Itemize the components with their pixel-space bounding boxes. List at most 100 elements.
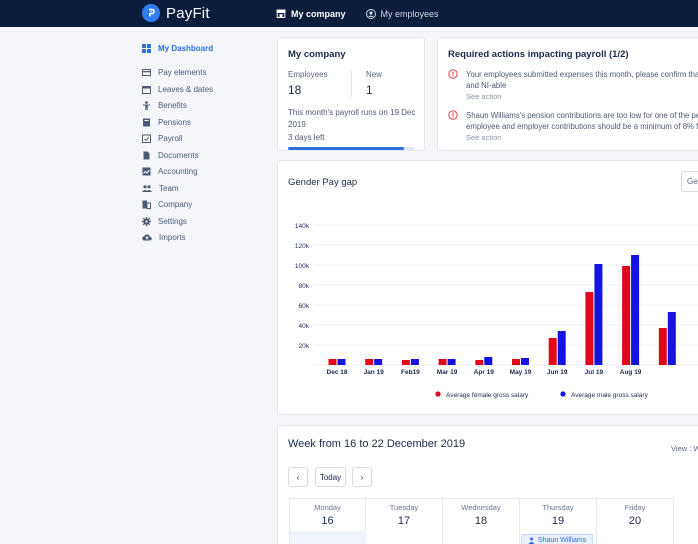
document-icon [143,151,150,160]
calendar-event[interactable]: Shaun Williams [521,534,594,544]
payfit-logo[interactable]: PayFit [142,4,210,22]
sidebar-item-label: My Dashboard [158,43,214,53]
sidebar-item-company[interactable]: Company [142,197,272,214]
legend-label: Average female gross salary [446,392,529,399]
sidebar-item-payroll[interactable]: Payroll [142,131,272,148]
chart-bar [512,359,520,365]
my-company-title: My company [288,49,346,60]
employees-stat: Employees 18 [288,70,351,97]
payroll-progress-fill [288,147,404,150]
nav-my-company[interactable]: My company [276,9,346,19]
sidebar-item-pay-elements[interactable]: Pay elements [142,65,272,82]
day-column[interactable]: Tuesday 17 [366,498,443,544]
chart-bar [365,359,374,365]
alert-icon [448,110,458,120]
y-tick-label: 140k [295,223,310,230]
day-number: 17 [397,515,411,527]
app-name: PayFit [166,4,210,22]
payroll-run-text: This month's payroll runs on 19 Dec 2019 [288,108,416,129]
y-tick-label: 20k [299,343,310,350]
week-days: Monday 16 Tuesday 17 Wednesday 18 Thursd… [289,498,674,544]
sidebar-item-benefits[interactable]: Benefits [142,98,272,115]
day-number: 19 [551,515,565,527]
user-icon [528,537,535,544]
next-week-button[interactable]: › [352,467,372,487]
employees-value: 18 [288,83,302,97]
gender-pay-gap-title: Gender Pay gap [288,177,358,188]
day-name: Wednesday [461,503,501,512]
sidebar-item-team[interactable]: Team [142,180,272,197]
x-tick-label: Aug 19 [620,369,642,376]
chart-bar [447,359,456,365]
chart-bar [585,292,594,365]
sidebar-item-leaves[interactable]: Leaves & dates [142,81,272,98]
chart-bar [622,266,631,365]
chart-bar [410,359,419,365]
view-selector[interactable]: View : W [671,444,698,453]
calendar-icon [142,85,151,94]
sidebar-item-dashboard[interactable]: My Dashboard [142,40,272,57]
day-name: Monday [314,503,341,512]
day-number: 18 [474,515,488,527]
action-item: Shaun Williams's pension contributions a… [448,110,698,142]
sidebar-item-imports[interactable]: Imports [142,230,272,247]
gender-pay-gap-chart: 20k 40k 60k 80k 100k 120k 140k Dec 18 Jan 19 Feb1… [295,223,698,399]
payfit-logo-icon [142,4,160,22]
sidebar-item-accounting[interactable]: Accounting [142,164,272,181]
see-action-link[interactable]: See action [466,133,502,142]
today-button[interactable]: Today [315,467,346,487]
event-label: Shaun Williams [538,536,587,544]
week-title: Week from 16 to 22 December 2019 [288,438,466,450]
chart-bar [548,338,557,365]
nav-my-employees[interactable]: My employees [365,8,439,19]
action-text: and NI-able [466,81,507,90]
action-item: Your employees submitted expenses this m… [448,69,698,101]
sidebar-item-label: Accounting [158,167,198,177]
day-column[interactable]: Wednesday 18 [443,498,520,544]
day-name: Tuesday [389,503,419,512]
day-column[interactable]: Thursday 19 [520,498,597,544]
sidebar-item-label: Settings [158,216,187,226]
see-action-link[interactable]: See action [466,92,502,101]
required-actions-card: Required actions impacting payroll (1/2)… [437,37,698,151]
sidebar-item-label: Pay elements [158,68,207,78]
day-number: 20 [628,515,642,527]
legend-marker [560,391,566,397]
days-left-text: 3 days left [288,133,325,142]
gender-select[interactable]: Gen [681,171,698,192]
y-tick-label: 80k [299,283,310,290]
chart-bar [667,312,676,365]
card-icon [142,69,151,77]
week-calendar-card: Week from 16 to 22 December 2019 View : … [277,425,698,544]
company-stats: Employees 18 New 1 [288,70,414,97]
new-value: 1 [366,83,373,97]
payroll-icon [142,134,151,144]
prev-week-button[interactable]: ‹ [288,467,308,487]
chart-bar [475,360,484,365]
y-tick-label: 120k [295,243,310,250]
employees-label: Employees [288,70,328,79]
team-icon [142,184,152,192]
sidebar-item-documents[interactable]: Documents [142,147,272,164]
sidebar-item-pensions[interactable]: Pensions [142,114,272,131]
day-column[interactable]: Friday 20 [597,498,674,544]
chart-bar [438,359,447,365]
sidebar-item-label: Team [159,183,179,193]
gender-pay-gap-card: 20k 40k 60k 80k 100k 120k 140k Dec 18 Jan 19 Feb1… [277,160,698,415]
action-text: Your employees submitted expenses this m… [466,70,698,79]
user-circle-icon [365,8,376,19]
top-bar: PayFit My company My employees [0,0,698,27]
sidebar-item-label: Documents [158,150,199,160]
new-label: New [366,70,383,79]
day-name: Friday [624,503,646,512]
building-icon [142,200,151,210]
sidebar-item-settings[interactable]: Settings [142,213,272,230]
sidebar-item-label: Pensions [158,117,191,127]
chart-bar [631,255,640,365]
payroll-progress-bar [288,147,414,150]
sidebar-item-label: Company [158,200,193,210]
sidebar-item-label: Benefits [158,101,187,111]
alert-icon [448,69,458,79]
y-tick-label: 100k [295,263,310,270]
day-column[interactable]: Monday 16 [289,498,366,544]
